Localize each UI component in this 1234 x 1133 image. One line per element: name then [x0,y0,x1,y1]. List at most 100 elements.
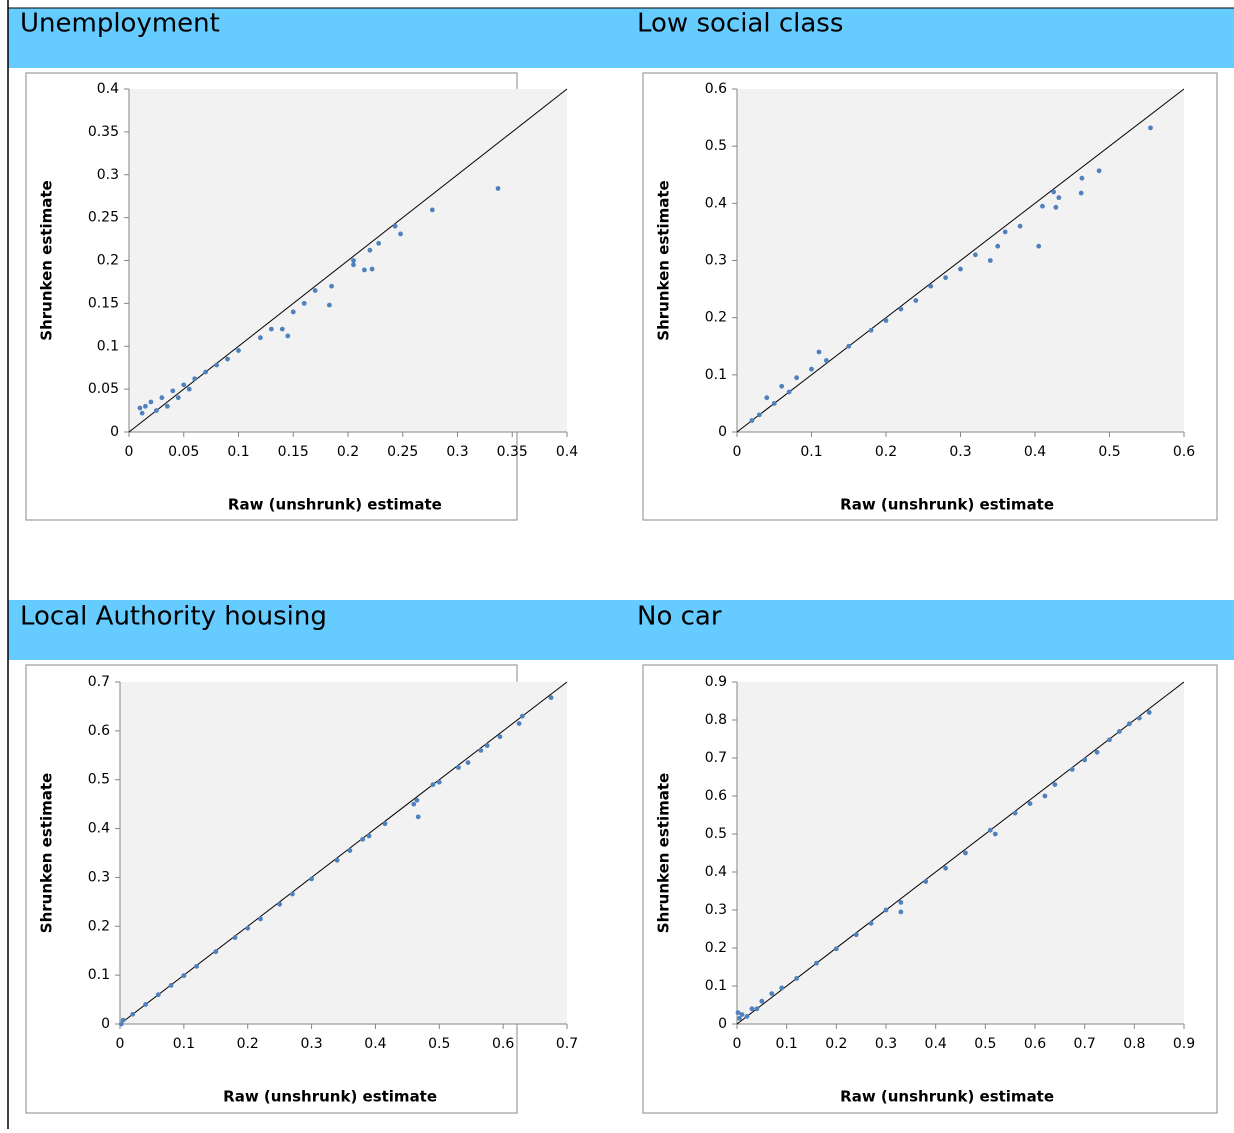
y-tick-label: 0.6 [88,723,110,739]
point [1079,175,1085,181]
point [376,240,382,246]
y-tick-label: 0.8 [705,712,727,728]
point [963,850,968,856]
point [1126,721,1132,727]
point [735,1010,741,1015]
point [759,998,765,1004]
point [130,1011,136,1017]
point [285,333,291,339]
point [1002,229,1008,235]
x-tick-label: 0.5 [428,1036,450,1052]
y-tick-label: 0.2 [705,310,727,326]
point [1027,801,1033,806]
y-tick-label: 0.3 [705,253,727,269]
point [175,395,181,401]
point [779,985,785,991]
x-tick-label: 0.2 [825,1036,847,1052]
point [1051,189,1057,195]
point [382,821,388,827]
point [236,348,241,353]
x-tick-label: 0.1 [800,444,822,460]
chart-title: Local Authority housing [20,602,327,632]
point [159,395,165,401]
point [824,358,829,363]
y-tick-label: 0 [718,424,727,440]
point [411,801,417,807]
point [277,901,283,907]
point [436,779,442,785]
point [194,963,200,969]
point [809,366,814,372]
x-tick-label: 0.1 [227,444,249,460]
point [1012,810,1018,816]
point [995,243,1001,249]
point [1117,729,1122,734]
x-tick-label: 0.4 [364,1036,386,1052]
point [764,395,770,401]
y-tick-label: 0.4 [705,864,727,880]
point [143,403,148,409]
point [225,356,230,362]
point [456,765,461,770]
point [181,382,187,388]
point [118,1021,124,1027]
y-axis-title: Shrunken estimate [38,180,56,340]
x-tick-label: 0.3 [300,1036,322,1052]
chart-title: Unemployment [20,9,220,39]
point [213,949,219,955]
x-tick-label: 0.5 [1098,444,1120,460]
x-tick-label: 0.2 [337,444,359,460]
y-tick-label: 0 [110,424,119,440]
point [516,721,522,726]
header-band [8,600,1234,660]
point [164,403,170,409]
x-tick-label: 0.35 [497,444,528,460]
point [771,401,777,406]
point [846,343,852,349]
point [943,275,948,281]
point [414,797,420,803]
y-tick-label: 0.5 [88,772,110,788]
y-tick-label: 0.2 [705,940,727,956]
point [769,991,775,996]
point [786,389,792,395]
point [351,262,356,268]
chart-title: No car [637,602,722,632]
point [1146,710,1152,715]
x-tick-label: 0.7 [556,1036,578,1052]
point [749,1006,755,1012]
point [1107,737,1112,743]
point [495,186,501,191]
point [1148,125,1153,131]
x-tick-label: 0.25 [387,444,418,460]
point [1056,195,1062,201]
x-tick-label: 0.4 [1024,444,1046,460]
point [519,713,525,719]
y-tick-label: 0.25 [88,210,119,226]
point [548,695,554,701]
point [814,960,819,966]
y-tick-label: 0.4 [705,195,727,211]
point [754,1006,760,1012]
point [214,362,220,368]
point [1017,223,1023,229]
point [120,1017,126,1023]
point [170,388,176,394]
point [360,836,366,842]
x-tick-label: 0 [125,444,134,460]
x-tick-label: 0.3 [875,1036,897,1052]
y-tick-label: 0.5 [705,826,727,842]
point [367,247,373,253]
point [351,258,356,263]
point [739,1012,745,1017]
x-tick-label: 0.1 [173,1036,195,1052]
point [1096,168,1102,174]
point [898,909,904,915]
point [484,743,490,748]
point [1094,749,1100,755]
x-tick-label: 0.9 [1173,1036,1195,1052]
point [923,879,929,884]
point [1053,204,1059,210]
point [1052,782,1058,787]
point [181,973,187,979]
